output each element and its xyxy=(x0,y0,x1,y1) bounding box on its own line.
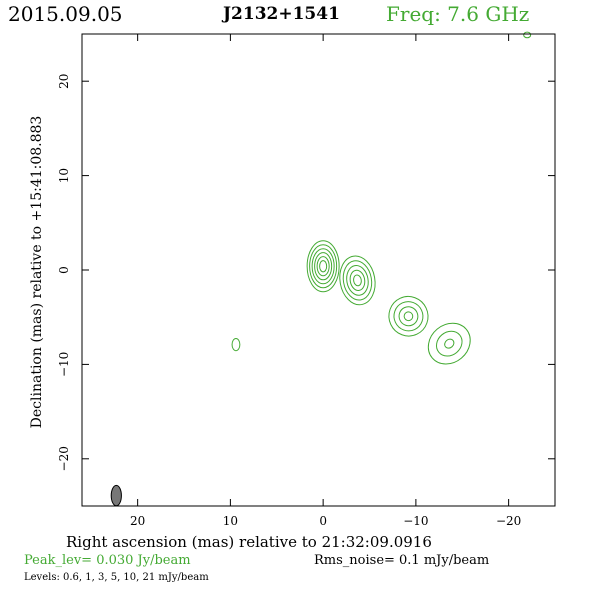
x-tick-label: 0 xyxy=(319,514,327,528)
tick-label-layer: 20 10 0 −10 −20 20 10 0 −10 −20 xyxy=(57,74,521,528)
tick-layer xyxy=(82,34,555,506)
contour-line xyxy=(339,255,376,306)
y-tick-label: 10 xyxy=(57,168,71,183)
contour-line xyxy=(388,295,429,337)
contour-levels: Levels: 0.6, 1, 3, 5, 10, 21 mJy/beam xyxy=(24,572,209,583)
contour-line xyxy=(398,306,419,327)
x-tick-label: −10 xyxy=(403,514,428,528)
y-tick-label: 20 xyxy=(57,74,71,89)
contour-line xyxy=(316,256,330,277)
x-axis-label: Right ascension (mas) relative to 21:32:… xyxy=(66,533,432,551)
y-tick-label: −10 xyxy=(57,352,71,377)
contour-line xyxy=(231,337,241,352)
contour-line xyxy=(436,330,463,357)
peak-level: Peak_lev= 0.030 Jy/beam xyxy=(24,553,191,568)
plot-frame xyxy=(81,33,556,507)
y-axis-label: Declination (mas) relative to +15:41:08.… xyxy=(29,116,45,429)
observation-date: 2015.09.05 xyxy=(8,2,123,26)
y-tick-label: 0 xyxy=(57,266,71,274)
contour-line xyxy=(306,240,340,293)
beam-ellipse xyxy=(110,484,122,507)
contour-line xyxy=(342,260,373,301)
x-tick-label: 20 xyxy=(130,514,145,528)
x-tick-label: −20 xyxy=(496,514,521,528)
contour-layer xyxy=(231,31,532,365)
frequency-label: Freq: 7.6 GHz xyxy=(386,2,530,26)
rms-noise: Rms_noise= 0.1 mJy/beam xyxy=(314,553,490,568)
contour-line xyxy=(314,252,333,281)
contour-line xyxy=(444,338,455,349)
contour-line xyxy=(319,260,328,273)
source-name: J2132+1541 xyxy=(223,4,340,24)
contour-line xyxy=(311,248,335,285)
contour-line xyxy=(427,322,471,365)
contour-line xyxy=(309,244,338,289)
x-tick-label: 10 xyxy=(223,514,238,528)
contour-line xyxy=(353,274,362,287)
contour-line xyxy=(346,265,369,296)
y-tick-label: −20 xyxy=(57,446,71,471)
contour-line xyxy=(349,269,366,291)
beam-layer xyxy=(110,484,122,507)
contour-line xyxy=(523,31,532,39)
contour-line xyxy=(403,311,414,322)
contour-line xyxy=(393,301,424,332)
